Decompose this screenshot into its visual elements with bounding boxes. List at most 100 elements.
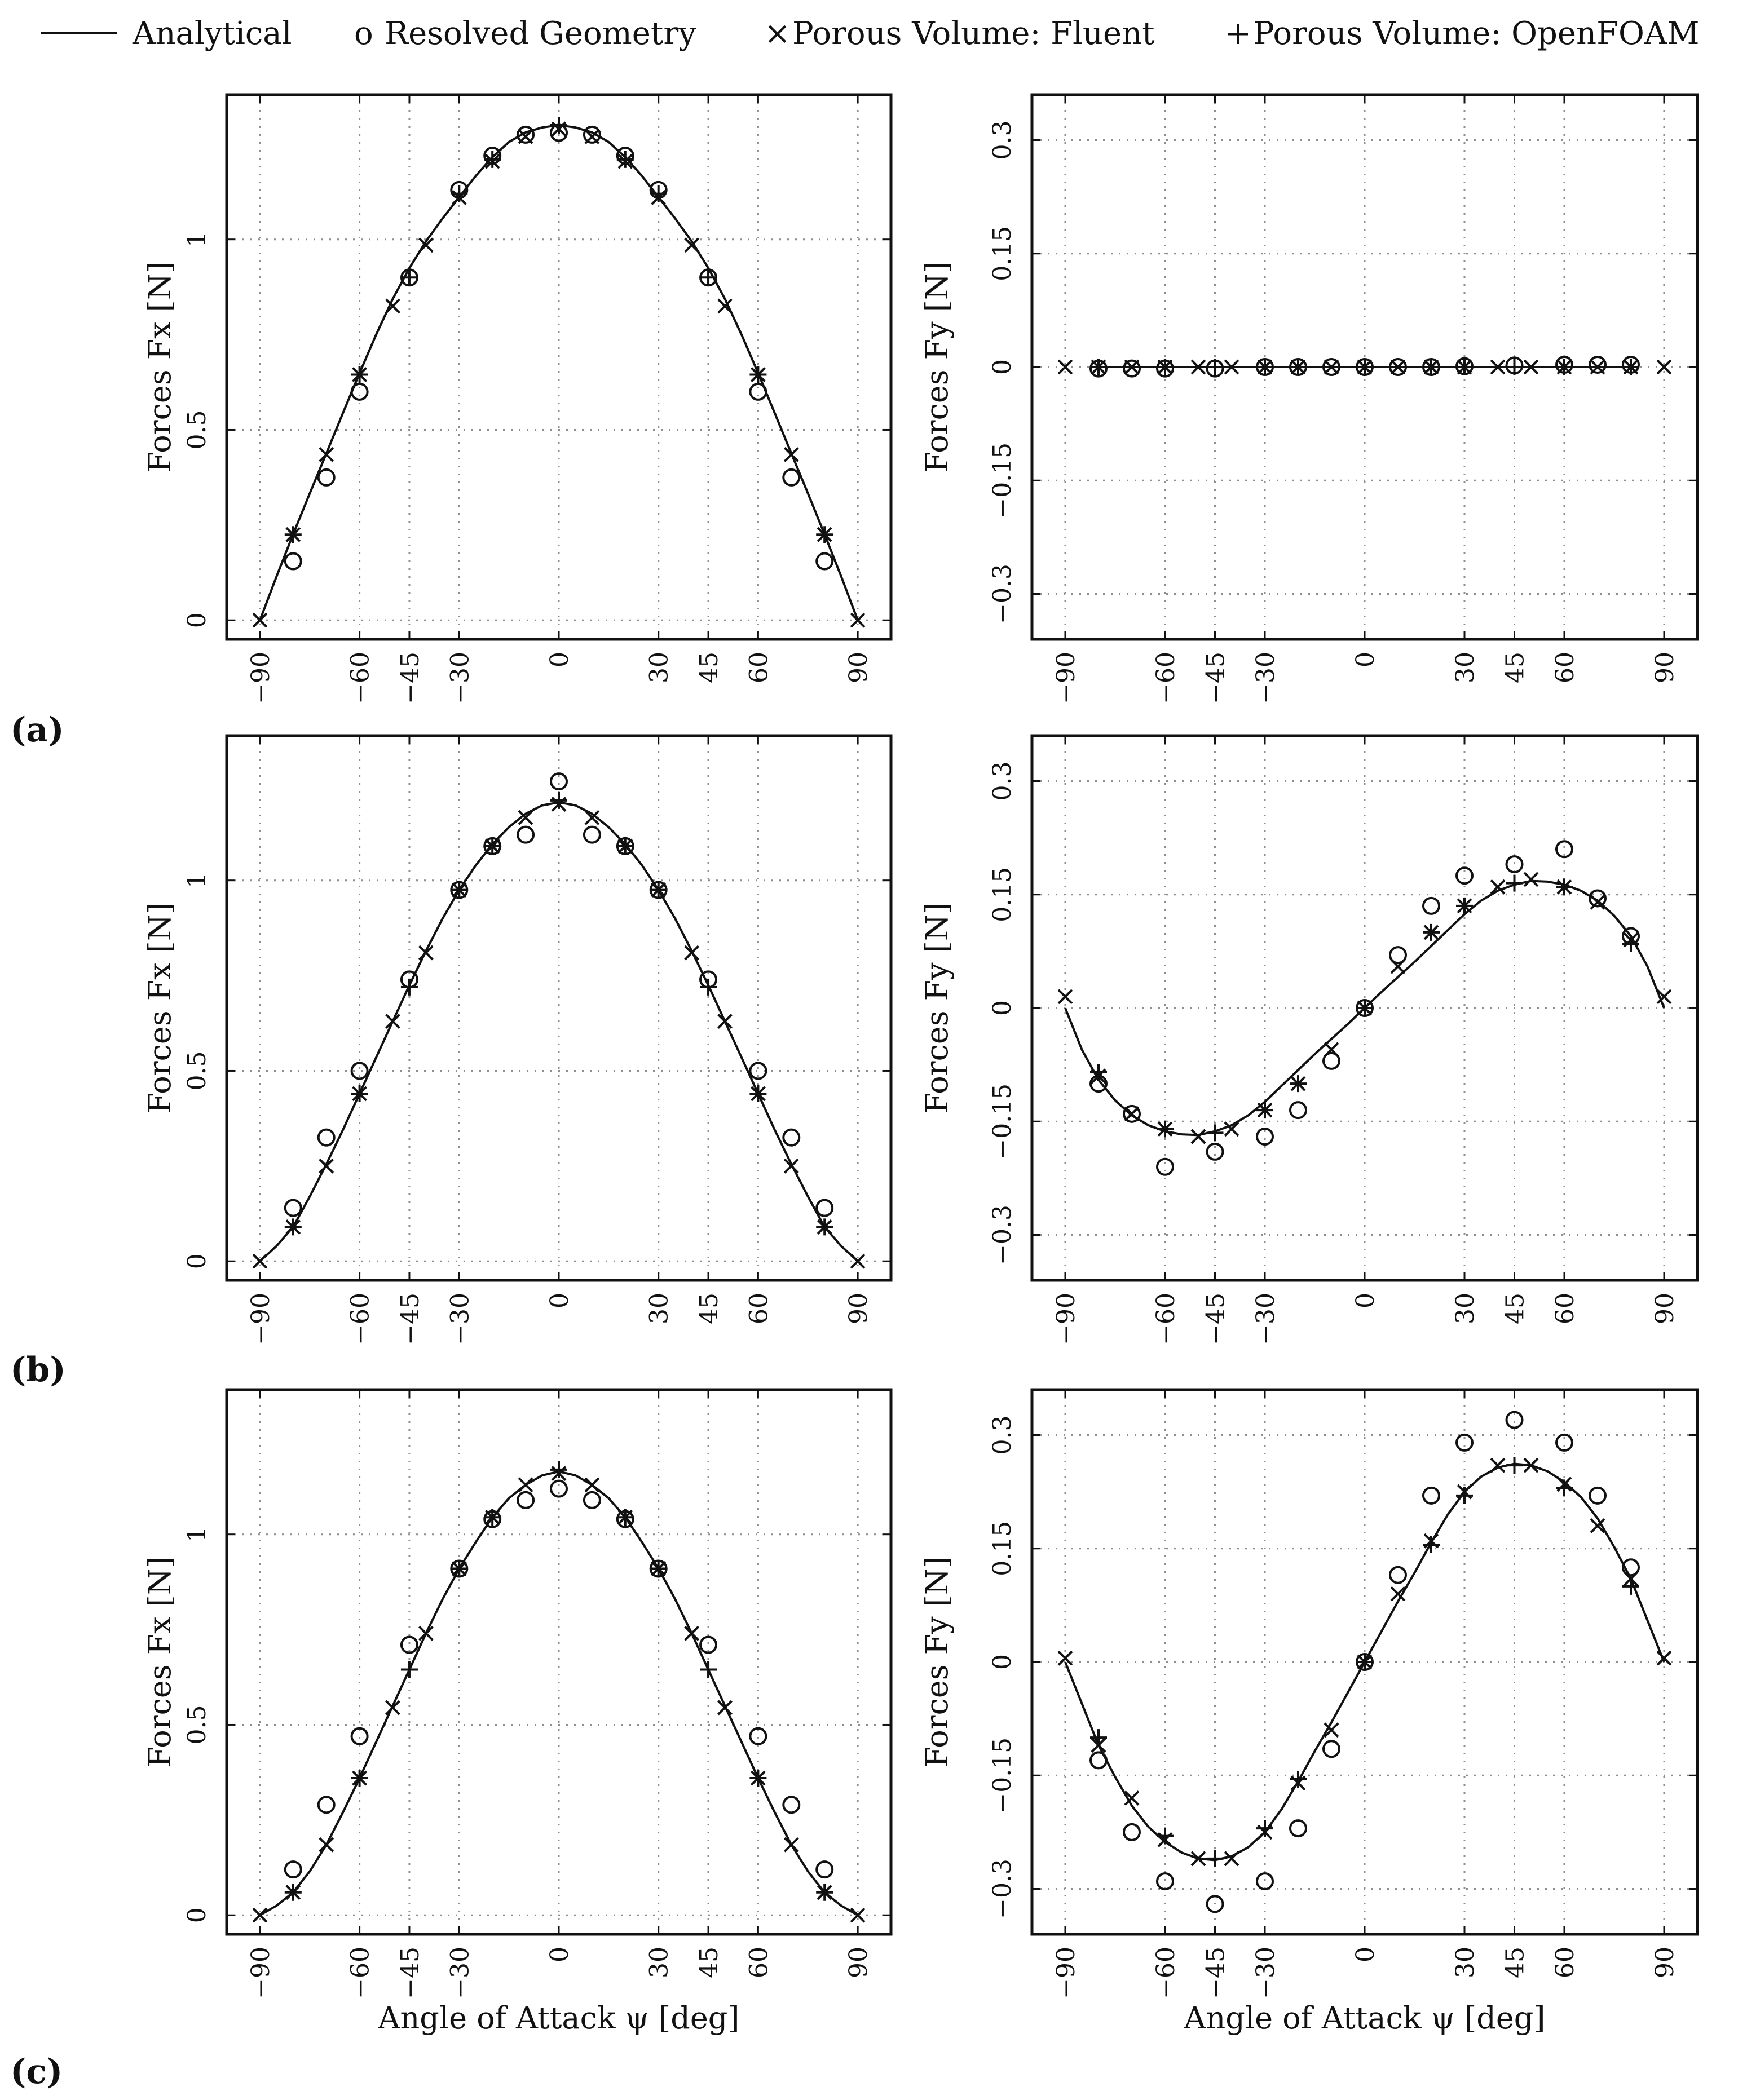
data-point-openfoam <box>1090 1729 1107 1747</box>
x-tick-label: −60 <box>346 1293 375 1345</box>
data-point-resolved <box>317 1796 336 1814</box>
data-point-resolved <box>815 1860 834 1879</box>
data-point-resolved <box>1123 1104 1141 1123</box>
data-point-openfoam <box>700 978 717 996</box>
data-point-fluent <box>385 1014 400 1029</box>
chart-2: −90 −60 −45 −30 0 30 45 60 90 −0.3 −0.15 0 0.15 0.3 Fo… <box>919 93 1699 704</box>
data-point-openfoam <box>400 978 418 996</box>
data-point-openfoam <box>700 1661 717 1678</box>
y-tick-label: 0.5 <box>183 1705 211 1744</box>
data-point-openfoam <box>616 151 634 168</box>
y-axis-label: Forces Fy [N] <box>919 1557 955 1767</box>
data-point-fluent <box>850 612 866 628</box>
x-tick-label: −90 <box>1052 652 1080 704</box>
y-tick-label: −0.3 <box>988 1859 1017 1919</box>
data-point-openfoam <box>1423 359 1440 375</box>
data-point-fluent <box>1190 1851 1206 1867</box>
x-axis-label: Angle of Attack ψ [deg] <box>378 2000 740 2036</box>
data-point-openfoam <box>1456 897 1473 914</box>
data-point-openfoam <box>749 1770 767 1787</box>
data-point-fluent <box>252 1253 268 1269</box>
data-point-resolved <box>350 382 369 401</box>
x-tick-label: 30 <box>645 1947 674 1978</box>
x-tick-label: 90 <box>844 1947 873 1978</box>
data-point-fluent <box>584 129 600 144</box>
y-tick-label: 1 <box>183 232 211 247</box>
data-point-openfoam <box>700 269 717 286</box>
data-point-resolved <box>1322 1051 1340 1070</box>
data-point-openfoam <box>451 1560 468 1577</box>
data-point-openfoam <box>1356 1000 1373 1016</box>
grid <box>227 736 891 1280</box>
data-point-openfoam <box>816 526 833 543</box>
data-point-openfoam <box>1157 1827 1174 1845</box>
data-point-fluent <box>783 1837 799 1853</box>
data-point-resolved <box>583 825 601 844</box>
x-tick-label: 60 <box>1551 652 1580 683</box>
y-tick-label: 1 <box>183 1527 211 1542</box>
data-point-openfoam <box>1290 1075 1307 1093</box>
series-porous-volume-openfoam <box>284 792 833 1236</box>
x-tick-label: 45 <box>695 652 723 683</box>
x-tick-label: −90 <box>246 652 275 704</box>
x-tick-label: −30 <box>445 1293 474 1345</box>
data-point-fluent <box>418 237 434 253</box>
y-tick-label: 0 <box>183 1907 211 1923</box>
data-point-openfoam <box>816 1218 833 1236</box>
data-point-openfoam <box>1456 359 1473 375</box>
data-point-openfoam <box>351 366 368 383</box>
data-point-resolved <box>550 1479 568 1498</box>
data-point-fluent <box>418 1625 434 1641</box>
y-tick-label: −0.3 <box>988 1205 1017 1265</box>
data-point-resolved <box>699 1635 718 1654</box>
x-tick-label: −45 <box>1202 1293 1230 1345</box>
panel-label-a: (a) <box>10 710 64 750</box>
data-point-resolved <box>1156 1157 1174 1176</box>
data-point-resolved <box>782 1128 801 1147</box>
y-tick-label: 0 <box>988 1000 1017 1016</box>
x-tick-label: 0 <box>1351 1293 1380 1308</box>
chart-3: −90 −60 −45 −30 0 30 45 60 90 0 0.5 1 Forces Fx [N] <box>142 734 893 1345</box>
data-point-openfoam <box>484 1509 501 1526</box>
data-point-resolved <box>550 772 568 791</box>
data-point-fluent <box>1656 989 1672 1005</box>
y-tick-label: −0.15 <box>988 1084 1017 1160</box>
data-point-fluent <box>1390 359 1406 375</box>
x-tick-label: −60 <box>1152 1293 1180 1345</box>
data-point-openfoam <box>351 1770 368 1787</box>
data-point-openfoam <box>1256 1102 1273 1119</box>
x-tick-label: 30 <box>1451 652 1480 683</box>
data-point-fluent <box>1124 1790 1140 1806</box>
x-tick-label: −45 <box>396 1293 425 1345</box>
data-point-fluent <box>783 446 799 462</box>
data-point-openfoam <box>1622 359 1639 375</box>
data-point-fluent <box>1190 359 1206 375</box>
data-point-resolved <box>1206 1142 1224 1161</box>
data-point-resolved <box>583 1491 601 1509</box>
data-point-resolved <box>1555 1433 1573 1452</box>
data-point-openfoam <box>1556 359 1573 375</box>
data-point-fluent <box>252 1907 268 1923</box>
x-tick-label: −90 <box>1052 1947 1080 1999</box>
x-tick-label: 60 <box>744 1947 773 1978</box>
data-point-fluent <box>518 1477 533 1493</box>
data-point-resolved <box>1455 866 1474 885</box>
data-point-fluent <box>1490 879 1506 895</box>
data-point-resolved <box>1256 1128 1274 1146</box>
data-point-fluent <box>1390 958 1406 974</box>
data-point-resolved <box>1389 358 1407 376</box>
data-point-fluent <box>1124 1106 1140 1122</box>
series-porous-volume-openfoam <box>284 117 833 543</box>
data-point-fluent <box>1656 359 1672 375</box>
x-tick-label: 90 <box>1651 1293 1679 1324</box>
data-point-fluent <box>1656 1650 1672 1666</box>
data-point-resolved <box>749 1062 767 1080</box>
x-tick-label: −60 <box>346 652 375 704</box>
data-point-resolved <box>517 825 535 844</box>
legend-openfoam-symbol: + <box>1225 15 1251 52</box>
x-tick-label: 45 <box>695 1947 723 1978</box>
x-axis-label: Angle of Attack ψ [deg] <box>1184 2000 1546 2036</box>
data-point-openfoam <box>1356 1654 1373 1670</box>
